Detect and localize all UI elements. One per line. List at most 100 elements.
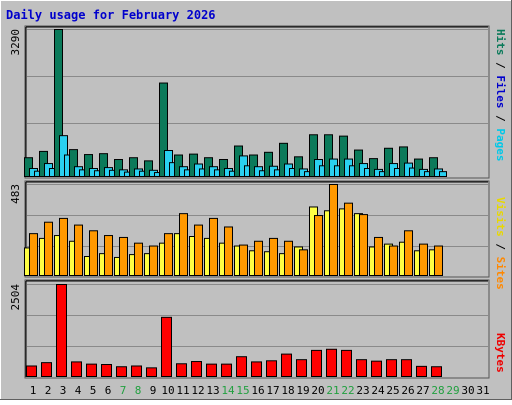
x-tick-label-day-24: 24 — [371, 384, 385, 397]
bar-kbytes-day-26 — [401, 359, 412, 377]
x-tick-label-day-31: 31 — [476, 384, 489, 397]
bar-sites-day-14 — [224, 226, 233, 277]
legend-pages: Pages — [494, 128, 507, 161]
bar-hits-day-24 — [369, 158, 378, 178]
bar-kbytes-day-18 — [281, 353, 292, 378]
bar-hits-day-1 — [24, 157, 33, 177]
bar-kbytes-day-5 — [86, 363, 97, 378]
bar-kbytes-day-11 — [176, 363, 187, 378]
legend-sep-3: / — [494, 237, 507, 257]
x-tick-label-day-10: 10 — [161, 384, 174, 397]
bar-kbytes-day-2 — [41, 362, 52, 377]
bar-kbytes-day-9 — [146, 367, 157, 377]
bar-hits-day-8 — [129, 157, 138, 177]
x-tick-label-day-23: 23 — [356, 384, 369, 397]
bar-sites-day-8 — [134, 242, 143, 277]
bar-kbytes-day-19 — [296, 359, 307, 377]
x-tick-label-day-11: 11 — [176, 384, 189, 397]
x-tick-label-day-18: 18 — [281, 384, 294, 397]
bar-kbytes-day-13 — [206, 363, 217, 378]
bar-sites-day-1 — [29, 233, 38, 276]
x-tick-label-day-19: 19 — [296, 384, 309, 397]
x-tick-label-day-16: 16 — [251, 384, 264, 397]
visits-ymax-label: 483 — [9, 184, 22, 204]
bar-sites-day-7 — [119, 236, 128, 276]
legend-sep-2: / — [494, 109, 507, 129]
x-tick-label-day-7: 7 — [120, 384, 127, 397]
x-tick-label-day-8: 8 — [135, 384, 142, 397]
bar-kbytes-day-6 — [101, 364, 112, 377]
bar-sites-day-4 — [74, 224, 83, 276]
kbytes-ymax-label: 2504 — [9, 284, 22, 311]
bar-hits-day-27 — [414, 158, 423, 177]
bar-sites-day-28 — [434, 245, 443, 276]
bar-sites-day-20 — [314, 215, 323, 277]
bar-sites-day-24 — [374, 236, 383, 276]
x-tick-label-day-3: 3 — [60, 384, 67, 397]
bar-kbytes-day-10 — [161, 316, 172, 378]
bar-hits-day-10 — [159, 82, 168, 177]
x-tick-label-day-6: 6 — [105, 384, 112, 397]
legend-hits: Hits — [494, 29, 507, 56]
legend-sep-1: / — [494, 56, 507, 76]
bar-hits-day-11 — [174, 154, 183, 177]
bar-kbytes-day-14 — [221, 363, 232, 378]
bar-sites-day-26 — [404, 230, 413, 277]
x-tick-label-day-21: 21 — [326, 384, 339, 397]
bar-hits-day-20 — [309, 134, 318, 177]
bar-kbytes-day-25 — [386, 359, 397, 377]
bar-kbytes-day-4 — [71, 361, 82, 378]
gridlines — [27, 29, 488, 347]
bar-pages-day-28 — [439, 171, 447, 178]
bar-kbytes-day-15 — [236, 356, 247, 377]
x-tick-label-day-13: 13 — [206, 384, 219, 397]
bar-kbytes-day-8 — [131, 365, 142, 377]
bar-kbytes-day-1 — [26, 365, 37, 377]
bar-sites-day-5 — [89, 230, 98, 277]
bar-kbytes-day-22 — [341, 349, 352, 378]
hits-ymax-label: 3290 — [9, 29, 22, 56]
x-tick-label-day-27: 27 — [416, 384, 429, 397]
x-tick-label-day-25: 25 — [386, 384, 399, 397]
bar-hits-day-5 — [84, 154, 93, 178]
bar-sites-day-23 — [359, 214, 368, 277]
x-tick-label-day-4: 4 — [75, 384, 82, 397]
bar-sites-day-25 — [389, 245, 398, 276]
bar-sites-day-27 — [419, 243, 428, 277]
bar-hits-day-4 — [69, 149, 78, 177]
bar-sites-day-10 — [164, 233, 173, 276]
x-tick-label-day-9: 9 — [150, 384, 157, 397]
x-axis-labels: 1 2 3 4 5 6 7 8 9 10 11 12 13 14 15 16 17 18 19 20 21 22 23 24 2… — [30, 384, 490, 397]
x-tick-label-day-28: 28 — [431, 384, 444, 397]
bar-sites-day-6 — [104, 235, 113, 277]
legend-files: Files — [494, 75, 507, 108]
x-tick-label-day-17: 17 — [266, 384, 279, 397]
bar-hits-day-21 — [324, 134, 333, 177]
bar-kbytes-day-12 — [191, 361, 202, 377]
bar-sites-day-16 — [254, 240, 263, 276]
bar-sites-day-3 — [59, 217, 68, 276]
bar-kbytes-day-20 — [311, 349, 322, 378]
bar-kbytes-day-28 — [431, 366, 442, 378]
bar-sites-day-18 — [284, 240, 293, 276]
bar-sites-day-2 — [44, 221, 53, 276]
bar-kbytes-day-23 — [356, 359, 367, 377]
bar-hits-day-9 — [144, 160, 153, 177]
x-tick-label-day-29: 29 — [446, 384, 459, 397]
bar-kbytes-day-7 — [116, 366, 127, 378]
x-tick-label-day-22: 22 — [341, 384, 354, 397]
bar-hits-day-18 — [279, 142, 288, 178]
bars — [24, 29, 447, 378]
bar-kbytes-day-27 — [416, 365, 427, 377]
bar-sites-day-11 — [179, 213, 188, 276]
x-tick-label-day-1: 1 — [30, 384, 37, 397]
bar-kbytes-day-21 — [326, 348, 337, 377]
bar-sites-day-12 — [194, 224, 203, 276]
x-tick-label-day-20: 20 — [311, 384, 324, 397]
legend-visits-sites: Visits / Sites — [494, 197, 507, 290]
chart-title: Daily usage for February 2026 — [6, 8, 216, 22]
bar-hits-day-17 — [264, 151, 273, 178]
legend-sites: Sites — [494, 257, 507, 290]
